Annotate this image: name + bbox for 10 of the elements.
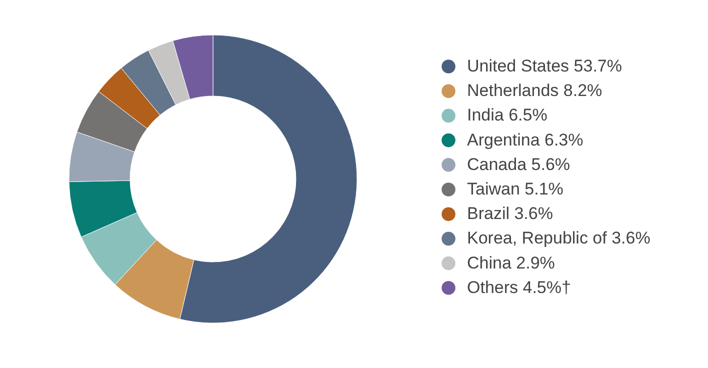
legend-label: China 2.9%	[467, 253, 555, 272]
legend-label: Argentina 6.3%	[467, 130, 584, 150]
legend-label: India 6.5%	[467, 106, 548, 125]
legend-label: Korea, Republic of 3.6%	[467, 228, 650, 248]
legend-label: Canada 5.6%	[467, 154, 570, 174]
legend-label: Taiwan 5.1%	[467, 180, 564, 198]
legend-label: United States 53.7%	[467, 56, 622, 76]
legend-label: Brazil 3.6%	[467, 204, 553, 224]
legend-label: Netherlands 8.2%	[467, 81, 602, 100]
legend-label: Others 4.5%†	[467, 278, 571, 297]
